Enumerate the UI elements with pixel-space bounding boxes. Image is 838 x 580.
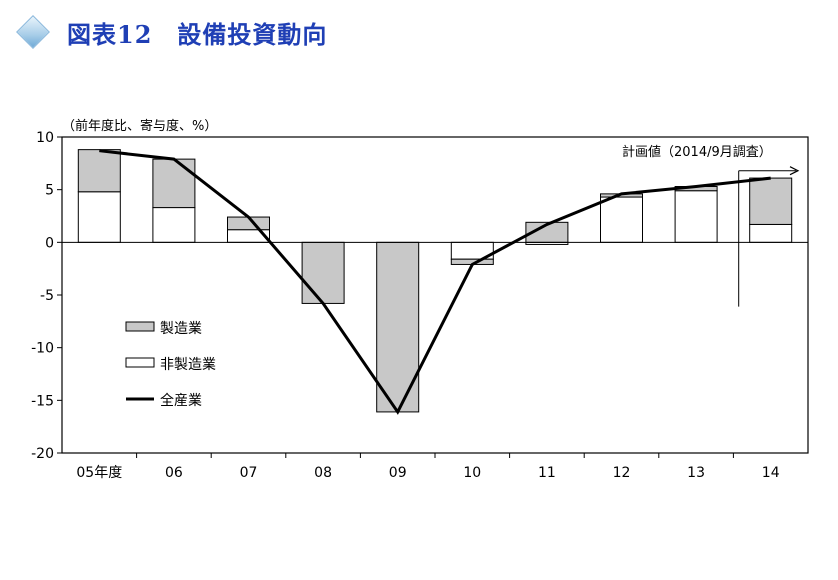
y-tick-label: -5 [40,288,54,304]
y-tick-label: 10 [36,130,54,146]
bar-non-manufacturing [674,190,718,243]
x-tick-label: 09 [389,465,407,481]
plan-arrow-head [789,166,800,176]
x-tick-label: 12 [613,465,631,481]
legend-label: 全産業 [160,392,202,409]
bar-non-manufacturing [152,207,196,243]
y-tick-label: 0 [45,235,54,251]
bar-non-manufacturing [600,196,643,243]
x-tick-label: 14 [762,465,780,481]
x-tick-label: 13 [687,465,705,481]
plot-area: 10 5 0 -5 -10 -15 -20 05年度 06 07 08 09 10 11 12 13 14 製造業… [31,130,809,481]
x-tick-label: 05年度 [76,465,122,481]
y-tick-label: -10 [31,341,54,357]
unit-label: （前年度比、寄与度、%） [62,118,217,134]
x-tick-label: 06 [165,465,183,481]
bar-manufacturing [301,241,345,304]
legend-label: 製造業 [160,321,202,337]
legend-swatch-non-manufacturing [125,357,155,368]
bar-manufacturing [749,177,793,225]
x-tick-label: 11 [538,465,556,481]
bar-manufacturing [376,241,420,413]
y-tick-label: 5 [45,183,54,199]
annotation-label: 計画値（2014/9月調査） [622,144,772,160]
x-tick-label: 07 [240,465,258,481]
header: 図表12 設備投資動向 [14,12,327,52]
legend-label: 非製造業 [160,357,216,373]
bar-manufacturing [152,158,196,209]
x-tick-label: 08 [314,465,332,481]
line-all-industries [99,149,771,415]
x-tick-label: 10 [463,465,481,481]
y-tick-label: -15 [31,393,54,409]
bar-non-manufacturing [77,191,121,243]
bar-non-manufacturing [749,223,793,243]
legend-swatch-manufacturing [125,321,155,332]
bar-manufacturing [77,149,121,193]
page-title: 図表12 設備投資動向 [67,19,328,49]
y-tick-label: -20 [31,446,54,462]
